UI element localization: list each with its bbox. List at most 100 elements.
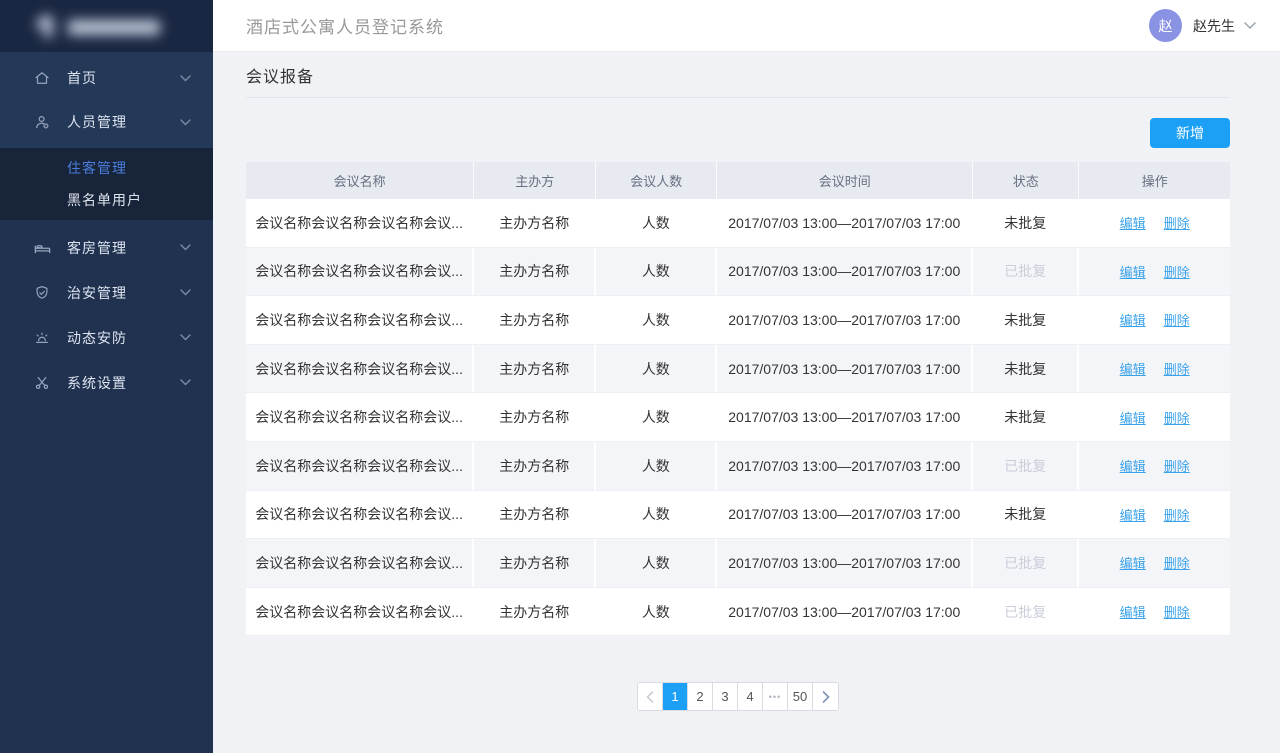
edit-link[interactable]: 编辑 (1119, 605, 1146, 621)
cell-actions: 编辑 删除 (1079, 588, 1230, 636)
pagination-page-2[interactable]: 2 (688, 683, 713, 711)
sidebar-item-home[interactable]: 首页 (0, 56, 213, 100)
chevron-down-icon (180, 244, 191, 251)
pagination-prev[interactable] (638, 683, 663, 711)
table-row: 会议名称会议名称会议名称会议... 主办方名称 人数 2017/07/03 13… (246, 441, 1230, 491)
sidebar-item-security[interactable]: 治安管理 (0, 270, 213, 315)
user-gear-icon (32, 112, 52, 132)
cell-meeting-time: 2017/07/03 13:00—2017/07/03 17:00 (717, 490, 974, 539)
scissors-icon (32, 373, 52, 393)
sidebar-item-label: 治安管理 (67, 284, 127, 301)
cell-meeting-name: 会议名称会议名称会议名称会议... (246, 393, 475, 441)
blurred-logo (34, 14, 160, 40)
edit-link[interactable]: 编辑 (1119, 459, 1146, 475)
chevron-down-icon (180, 379, 191, 386)
home-icon (32, 68, 52, 88)
cell-host: 主办方名称 (474, 587, 597, 636)
sidebar-nav-top: 首页 人员管理 (0, 52, 213, 148)
pagination-page-1[interactable]: 1 (663, 683, 688, 711)
avatar[interactable]: 赵 (1149, 9, 1182, 42)
col-header-attendees: 会议人数 (596, 162, 718, 199)
cell-meeting-time: 2017/07/03 13:00—2017/07/03 17:00 (717, 441, 974, 490)
cell-host: 主办方名称 (474, 490, 597, 539)
add-button[interactable]: 新增 (1150, 118, 1230, 148)
table-row: 会议名称会议名称会议名称会议... 主办方名称 人数 2017/07/03 13… (246, 393, 1230, 442)
sidebar-item-settings[interactable]: 系统设置 (0, 360, 213, 405)
delete-link[interactable]: 删除 (1163, 362, 1190, 378)
pagination-ellipsis[interactable]: ••• (763, 683, 788, 711)
pagination-page-50[interactable]: 50 (788, 683, 813, 711)
sidebar-item-label: 人员管理 (67, 114, 127, 130)
delete-link[interactable]: 删除 (1163, 507, 1190, 523)
chevron-down-icon (180, 289, 191, 296)
table-body: 会议名称会议名称会议名称会议... 主办方名称 人数 2017/07/03 13… (246, 199, 1230, 637)
col-header-meeting-time: 会议时间 (717, 162, 974, 199)
delete-link[interactable]: 删除 (1163, 410, 1190, 426)
cell-meeting-name: 会议名称会议名称会议名称会议... (246, 199, 475, 247)
pagination-page-3[interactable]: 3 (713, 683, 738, 711)
sidebar: 首页 人员管理 住客管理 黑名单用户 (0, 0, 213, 753)
cell-attendees: 人数 (596, 490, 718, 539)
cell-host: 主办方名称 (474, 296, 597, 344)
col-header-host: 主办方 (474, 162, 597, 199)
status-text: 未批复 (1004, 311, 1047, 328)
delete-link[interactable]: 删除 (1163, 216, 1190, 232)
cell-actions: 编辑 删除 (1079, 248, 1230, 296)
chevron-down-icon (1244, 21, 1256, 30)
logo-mark-icon (34, 14, 56, 40)
sidebar-subitem-blacklist-users[interactable]: 黑名单用户 (67, 192, 142, 208)
delete-link[interactable]: 删除 (1163, 264, 1190, 280)
cell-host: 主办方名称 (474, 539, 597, 587)
pagination: 1 2 3 4 ••• 50 (246, 682, 1230, 712)
cell-host: 主办方名称 (474, 393, 597, 441)
status-text: 未批复 (1004, 506, 1047, 523)
table-row: 会议名称会议名称会议名称会议... 主办方名称 人数 2017/07/03 13… (246, 490, 1230, 540)
cell-attendees: 人数 (596, 296, 718, 344)
col-header-actions: 操作 (1141, 174, 1168, 189)
table-header-row: 会议名称 主办方 会议人数 会议时间 状态 操作 (246, 162, 1230, 199)
edit-link[interactable]: 编辑 (1119, 313, 1146, 329)
sidebar-item-rooms[interactable]: 客房管理 (0, 225, 213, 270)
cell-meeting-time: 2017/07/03 13:00—2017/07/03 17:00 (717, 199, 974, 247)
delete-link[interactable]: 删除 (1163, 313, 1190, 329)
app-title: 酒店式公寓人员登记系统 (246, 18, 444, 37)
user-menu[interactable]: 赵 赵先生 (1149, 9, 1256, 42)
cell-attendees: 人数 (596, 199, 718, 247)
edit-link[interactable]: 编辑 (1119, 362, 1146, 378)
edit-link[interactable]: 编辑 (1119, 556, 1146, 572)
table-row: 会议名称会议名称会议名称会议... 主办方名称 人数 2017/07/03 13… (246, 587, 1230, 637)
cell-attendees: 人数 (596, 441, 718, 490)
sidebar-item-label: 动态安防 (67, 329, 127, 346)
cell-attendees: 人数 (596, 344, 718, 393)
cell-meeting-time: 2017/07/03 13:00—2017/07/03 17:00 (717, 587, 974, 636)
cell-meeting-name: 会议名称会议名称会议名称会议... (246, 441, 475, 490)
edit-link[interactable]: 编辑 (1119, 507, 1146, 523)
shield-check-icon (32, 283, 52, 303)
cell-meeting-name: 会议名称会议名称会议名称会议... (246, 344, 475, 393)
delete-link[interactable]: 删除 (1163, 605, 1190, 621)
page-title: 会议报备 (246, 69, 315, 86)
sidebar-nav-rest: 客房管理 治安管理 动态安防 (0, 220, 213, 405)
table-row: 会议名称会议名称会议名称会议... 主办方名称 人数 2017/07/03 13… (246, 199, 1230, 248)
edit-link[interactable]: 编辑 (1119, 264, 1146, 280)
meetings-table: 会议名称 主办方 会议人数 会议时间 状态 操作 会议名称会议名称会议名称会议.… (246, 162, 1230, 637)
logo-text (68, 19, 160, 35)
sidebar-subitem-guest-management[interactable]: 住客管理 (67, 160, 127, 176)
pagination-page-4[interactable]: 4 (738, 683, 763, 711)
sidebar-item-personnel[interactable]: 人员管理 (0, 100, 213, 144)
cell-host: 主办方名称 (474, 247, 597, 296)
cell-actions: 编辑 删除 (1079, 539, 1230, 587)
edit-link[interactable]: 编辑 (1119, 216, 1146, 232)
sidebar-item-dynamic-defense[interactable]: 动态安防 (0, 315, 213, 360)
chevron-down-icon (180, 74, 191, 82)
chevron-down-icon (180, 334, 191, 341)
cell-meeting-name: 会议名称会议名称会议名称会议... (246, 490, 475, 539)
pagination-next[interactable] (813, 683, 838, 711)
delete-link[interactable]: 删除 (1163, 459, 1190, 475)
status-text: 已批复 (1004, 457, 1047, 474)
delete-link[interactable]: 删除 (1163, 556, 1190, 572)
col-header-status: 状态 (973, 162, 1080, 199)
edit-link[interactable]: 编辑 (1119, 410, 1146, 426)
cell-attendees: 人数 (596, 393, 718, 441)
